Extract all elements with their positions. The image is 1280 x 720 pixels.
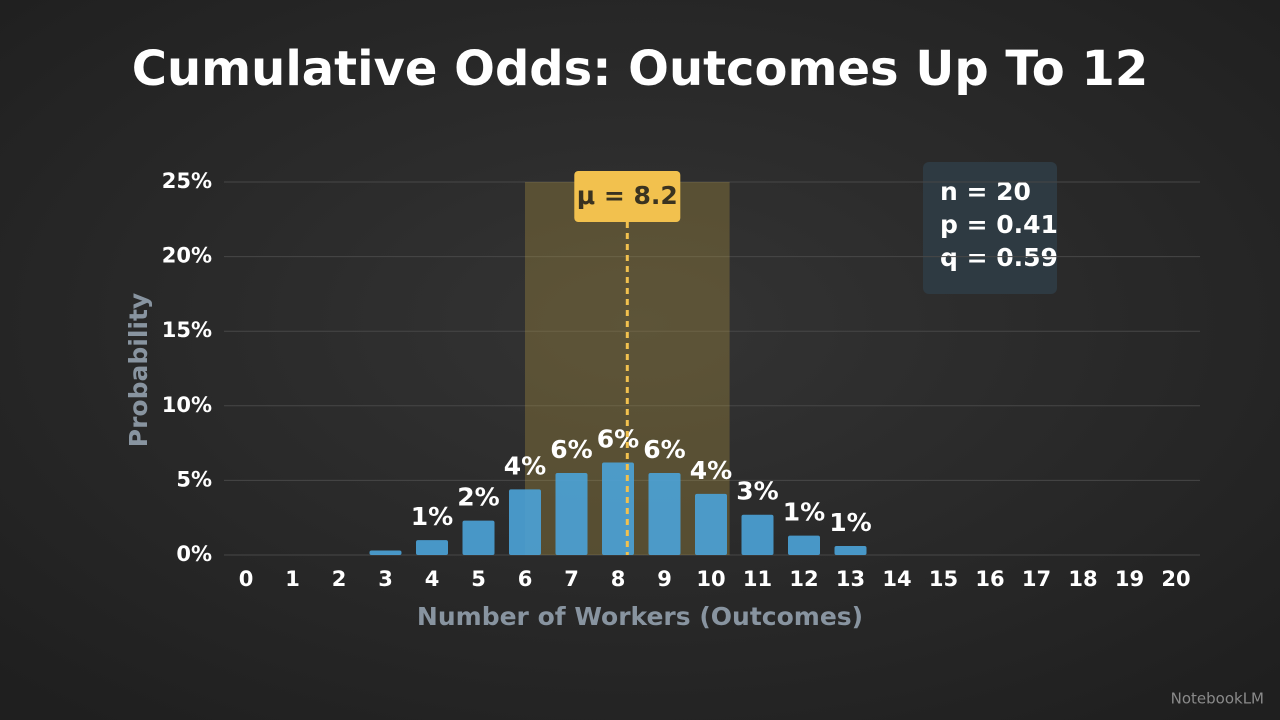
bar xyxy=(602,462,634,555)
bar xyxy=(648,472,681,555)
bar xyxy=(509,489,541,555)
x-axis-label: Number of Workers (Outcomes) xyxy=(417,602,863,631)
value-label: 1% xyxy=(411,502,453,531)
value-label: 4% xyxy=(504,451,546,480)
x-tick-label: 2 xyxy=(332,567,347,591)
x-tick-label: 17 xyxy=(1022,567,1051,591)
bar xyxy=(788,535,820,555)
value-label: 6% xyxy=(643,435,685,464)
bar xyxy=(741,514,774,555)
stat-text: q = 0.59 xyxy=(940,243,1058,272)
x-tick-label: 16 xyxy=(975,567,1004,591)
bar xyxy=(834,546,867,555)
y-tick-label: 15% xyxy=(162,318,212,342)
value-label: 6% xyxy=(550,435,592,464)
value-label: 1% xyxy=(829,508,871,537)
bar xyxy=(555,472,588,555)
y-tick-label: 0% xyxy=(176,542,212,566)
stat-text: n = 20 xyxy=(940,177,1031,206)
stats-box xyxy=(923,162,1057,294)
x-tick-label: 12 xyxy=(789,567,818,591)
value-label: 3% xyxy=(736,477,778,506)
stat-text: p = 0.41 xyxy=(940,210,1058,239)
watermark: NotebookLM xyxy=(1171,690,1264,708)
value-label: 2% xyxy=(457,483,499,512)
chart-title: Cumulative Odds: Outcomes Up To 12 xyxy=(132,41,1148,97)
value-label: 6% xyxy=(597,424,639,453)
x-tick-label: 15 xyxy=(929,567,958,591)
bar xyxy=(416,540,448,555)
value-label: 4% xyxy=(690,456,732,485)
x-tick-label: 3 xyxy=(378,567,393,591)
bar xyxy=(462,520,495,555)
x-tick-label: 6 xyxy=(518,567,533,591)
x-tick-label: 13 xyxy=(836,567,865,591)
x-tick-label: 14 xyxy=(882,567,911,591)
x-tick-label: 20 xyxy=(1161,567,1190,591)
y-tick-label: 25% xyxy=(162,169,212,193)
x-tick-label: 10 xyxy=(696,567,725,591)
bar xyxy=(369,550,402,555)
bar xyxy=(695,493,727,555)
mean-label: μ = 8.2 xyxy=(577,181,678,210)
x-tick-label: 19 xyxy=(1115,567,1144,591)
y-tick-label: 20% xyxy=(162,244,212,268)
value-label: 1% xyxy=(783,498,825,527)
mean-label-box xyxy=(574,171,681,222)
x-tick-label: 9 xyxy=(657,567,672,591)
x-tick-label: 1 xyxy=(285,567,300,591)
x-tick-label: 5 xyxy=(471,567,486,591)
x-tick-label: 8 xyxy=(611,567,626,591)
y-axis-label: Probability xyxy=(124,293,153,447)
x-tick-label: 11 xyxy=(743,567,772,591)
y-tick-label: 5% xyxy=(176,467,212,491)
x-tick-label: 0 xyxy=(239,567,254,591)
x-tick-label: 18 xyxy=(1068,567,1097,591)
x-tick-label: 4 xyxy=(425,567,440,591)
y-tick-label: 10% xyxy=(162,393,212,417)
x-tick-label: 7 xyxy=(564,567,579,591)
